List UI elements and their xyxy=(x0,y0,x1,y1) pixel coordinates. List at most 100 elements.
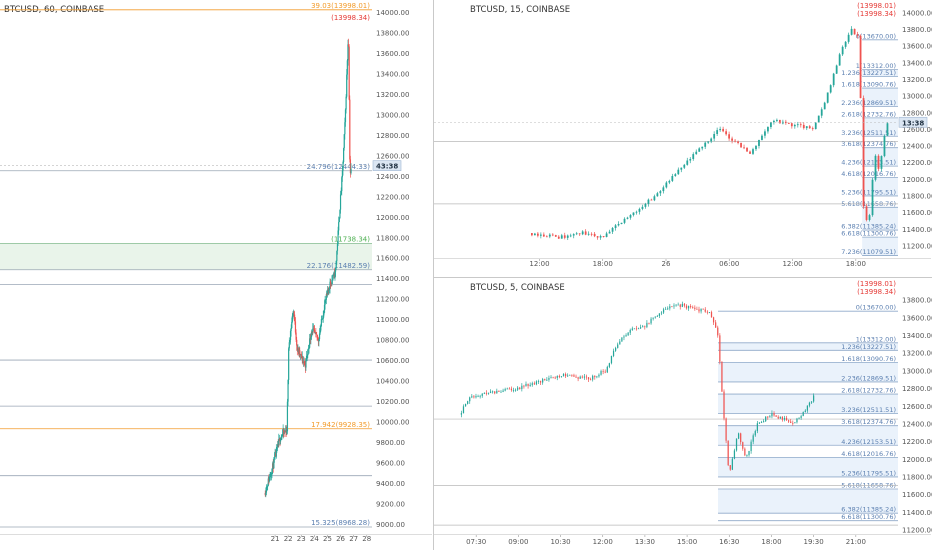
candle-body[interactable] xyxy=(343,134,345,149)
candle-body[interactable] xyxy=(562,373,565,377)
candle-body[interactable] xyxy=(764,131,766,136)
candle-body[interactable] xyxy=(342,161,344,171)
candle-body[interactable] xyxy=(729,465,731,470)
candle-body[interactable] xyxy=(305,358,307,368)
candle-body[interactable] xyxy=(314,329,316,333)
candle-body[interactable] xyxy=(608,363,611,367)
candle-body[interactable] xyxy=(761,135,763,140)
candle-body[interactable] xyxy=(464,403,467,407)
candle-body[interactable] xyxy=(492,391,494,393)
candle-body[interactable] xyxy=(542,234,545,237)
candle-body[interactable] xyxy=(339,209,341,219)
candle-body[interactable] xyxy=(719,335,721,362)
candle-body[interactable] xyxy=(733,450,736,459)
candle-body[interactable] xyxy=(865,206,868,220)
candle-body[interactable] xyxy=(297,348,299,351)
candle-body[interactable] xyxy=(271,468,273,475)
candle-body[interactable] xyxy=(349,159,352,174)
candle-body[interactable] xyxy=(552,377,554,379)
candle-body[interactable] xyxy=(288,342,290,349)
candle-body[interactable] xyxy=(346,74,348,97)
candle-body[interactable] xyxy=(598,374,600,377)
candle-body[interactable] xyxy=(702,308,704,310)
candle-body[interactable] xyxy=(748,451,750,456)
candle-body[interactable] xyxy=(654,316,656,318)
candle-body[interactable] xyxy=(717,327,719,336)
candle-body[interactable] xyxy=(284,430,287,432)
candle-body[interactable] xyxy=(585,376,588,378)
candle-body[interactable] xyxy=(339,194,342,210)
candle-body[interactable] xyxy=(282,430,284,435)
candle-body[interactable] xyxy=(600,371,602,375)
candle-body[interactable] xyxy=(583,376,585,378)
candle-body[interactable] xyxy=(698,309,700,312)
candle-body[interactable] xyxy=(267,478,269,486)
candle-body[interactable] xyxy=(755,145,757,150)
candle-body[interactable] xyxy=(686,160,689,165)
candle-body[interactable] xyxy=(635,328,638,330)
candle-body[interactable] xyxy=(539,381,542,383)
candle-body[interactable] xyxy=(302,356,304,363)
candle-body[interactable] xyxy=(347,44,349,61)
candle-body[interactable] xyxy=(477,395,479,397)
candle-body[interactable] xyxy=(527,383,529,386)
candle-body[interactable] xyxy=(629,215,632,218)
candle-body[interactable] xyxy=(758,139,760,146)
candle-body[interactable] xyxy=(336,250,338,261)
candle-body[interactable] xyxy=(871,179,874,216)
candle-body[interactable] xyxy=(317,337,319,342)
candle-body[interactable] xyxy=(614,225,617,229)
candle-body[interactable] xyxy=(571,374,573,376)
candle-body[interactable] xyxy=(350,168,352,174)
candle-body[interactable] xyxy=(304,363,306,368)
candle-body[interactable] xyxy=(469,397,471,402)
candle-body[interactable] xyxy=(608,231,611,234)
chart-panel-5min[interactable]: BTCUSD, 5, COINBASE 13800.00 13600.00 1340… xyxy=(434,278,932,546)
candle-body[interactable] xyxy=(605,233,608,237)
candle-body[interactable] xyxy=(560,235,563,239)
candle-body[interactable] xyxy=(756,423,758,432)
candle-body[interactable] xyxy=(303,362,305,364)
candle-body[interactable] xyxy=(820,109,823,116)
candle-body[interactable] xyxy=(615,347,617,351)
candle-body[interactable] xyxy=(551,234,554,236)
candle-body[interactable] xyxy=(578,233,581,235)
candle-body[interactable] xyxy=(777,416,779,419)
candle-body[interactable] xyxy=(746,147,748,152)
candle-body[interactable] xyxy=(264,493,266,495)
candle-body[interactable] xyxy=(307,348,310,350)
candle-body[interactable] xyxy=(599,236,602,238)
candle-body[interactable] xyxy=(489,391,492,393)
candle-body[interactable] xyxy=(627,332,629,336)
candle-body[interactable] xyxy=(713,133,716,139)
candle-body[interactable] xyxy=(560,376,563,378)
candle-body[interactable] xyxy=(291,321,293,328)
candle-body[interactable] xyxy=(619,341,621,345)
candle-body[interactable] xyxy=(604,371,606,373)
candle-body[interactable] xyxy=(742,442,744,449)
candle-body[interactable] xyxy=(856,34,859,36)
candle-body[interactable] xyxy=(328,289,330,291)
candle-body[interactable] xyxy=(778,119,781,124)
candle-body[interactable] xyxy=(315,331,317,333)
candle-body[interactable] xyxy=(307,349,309,356)
candle-body[interactable] xyxy=(533,383,535,385)
candle-body[interactable] xyxy=(277,444,279,446)
candle-body[interactable] xyxy=(302,362,305,363)
candle-body[interactable] xyxy=(283,430,285,433)
candle-body[interactable] xyxy=(338,218,340,223)
candle-body[interactable] xyxy=(710,312,713,318)
candle-body[interactable] xyxy=(629,329,631,333)
candle-body[interactable] xyxy=(550,377,552,379)
candle-body[interactable] xyxy=(294,317,296,322)
candle-body[interactable] xyxy=(287,379,289,402)
candle-body[interactable] xyxy=(485,392,488,394)
candle-body[interactable] xyxy=(731,458,733,470)
candle-body[interactable] xyxy=(668,180,671,183)
candle-body[interactable] xyxy=(704,142,707,147)
candle-body[interactable] xyxy=(868,215,871,220)
candle-body[interactable] xyxy=(656,315,658,317)
candle-body[interactable] xyxy=(283,431,285,433)
candle-body[interactable] xyxy=(504,389,506,391)
candle-body[interactable] xyxy=(281,434,284,437)
